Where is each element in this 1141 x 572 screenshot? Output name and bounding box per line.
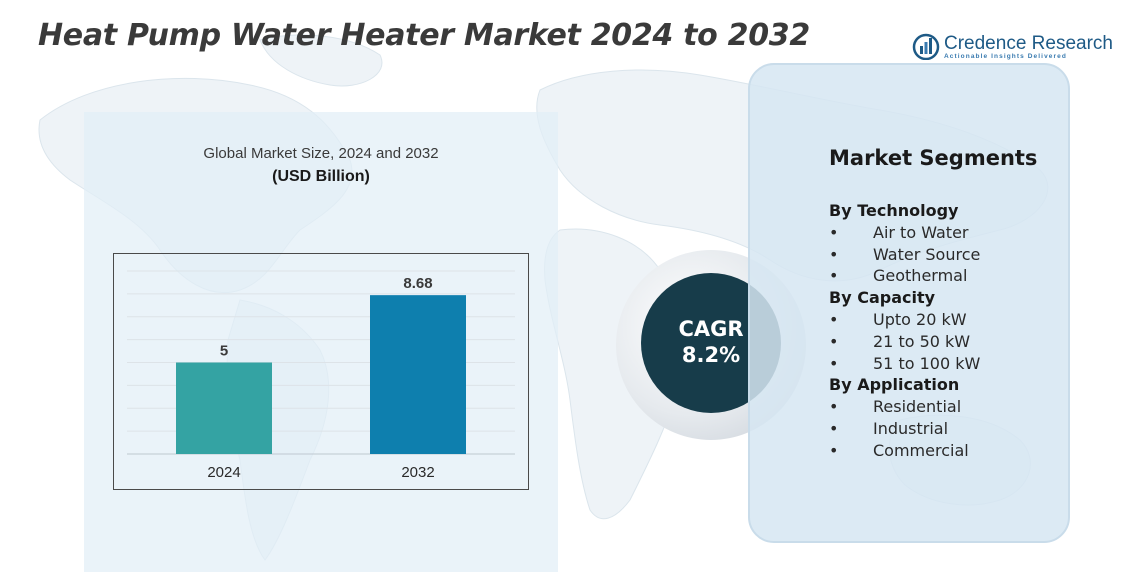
segment-item-label: Residential [873, 397, 962, 417]
bullet-icon: • [829, 222, 839, 242]
segment-list: By Technology • Air to Water • Water Sourc… [829, 200, 1079, 462]
bullet-icon: • [829, 397, 839, 417]
segment-item-label: Air to Water [873, 222, 969, 242]
segment-item-label: Industrial [873, 418, 949, 438]
segment-item-label: Commercial [873, 440, 969, 460]
segment-item: • Residential [829, 396, 1079, 418]
segment-item: • Industrial [829, 418, 1079, 440]
data-label-2032: 8.68 [403, 275, 432, 292]
segments-title: Market Segments [829, 146, 1038, 170]
chart-panel [84, 112, 558, 572]
bullet-icon: • [829, 440, 839, 460]
bar-2024 [176, 362, 272, 454]
page-title: Heat Pump Water Heater Market 2024 to 20… [38, 18, 810, 53]
x-tick-label-2024: 2024 [207, 464, 240, 481]
segment-item: • Geothermal [829, 265, 1079, 287]
segments-panel [748, 63, 1070, 543]
brand-logo: Credence Research Actionable Insights De… [912, 32, 1113, 66]
segment-group-application: By Application [829, 375, 960, 395]
segment-item-label: 21 to 50 kW [873, 331, 971, 351]
brand-name: Credence Research [944, 33, 1113, 54]
bar-chart: 5 2024 8.68 2032 [113, 253, 529, 490]
bullet-icon: • [829, 353, 839, 373]
segment-item: • 51 to 100 kW [829, 353, 1079, 375]
bar-2032 [370, 295, 466, 454]
segment-item: • Air to Water [829, 222, 1079, 244]
cagr-value: 8.2% [681, 343, 741, 367]
chart-frame [113, 253, 529, 490]
bullet-icon: • [829, 331, 839, 351]
bullet-icon: • [829, 309, 839, 329]
segment-group-capacity: By Capacity [829, 288, 936, 308]
chart-title: Global Market Size, 2024 and 2032 [203, 145, 439, 162]
cagr-label: CAGR [678, 317, 744, 341]
segment-item: • 21 to 50 kW [829, 331, 1079, 353]
segment-item: • Upto 20 kW [829, 309, 1079, 331]
segment-item-label: 51 to 100 kW [873, 353, 981, 373]
segment-item-label: Water Source [873, 244, 981, 264]
segment-group-technology: By Technology [829, 201, 959, 220]
segment-item-label: Geothermal [873, 266, 968, 286]
segment-item: • Water Source [829, 244, 1079, 266]
bullet-icon: • [829, 418, 839, 438]
brand-tagline: Actionable Insights Delivered [944, 53, 1067, 60]
segment-item-label: Upto 20 kW [873, 309, 967, 329]
segment-item: • Commercial [829, 440, 1079, 462]
x-tick-label-2032: 2032 [401, 464, 434, 481]
bullet-icon: • [829, 244, 839, 264]
data-label-2024: 5 [220, 343, 228, 360]
bullet-icon: • [829, 266, 839, 286]
bar-chart-logo-icon [912, 33, 940, 60]
chart-unit: (USD Billion) [272, 168, 370, 185]
